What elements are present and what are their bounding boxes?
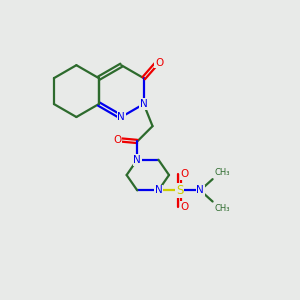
Text: N: N [117, 112, 125, 122]
Text: N: N [140, 99, 148, 109]
Text: CH₃: CH₃ [214, 168, 230, 177]
Text: O: O [113, 135, 122, 145]
Text: CH₃: CH₃ [214, 204, 230, 213]
Text: N: N [154, 185, 162, 195]
Text: O: O [155, 58, 163, 68]
Text: S: S [176, 184, 183, 197]
Text: O: O [181, 169, 189, 179]
Text: N: N [134, 155, 141, 165]
Text: N: N [196, 185, 204, 195]
Text: O: O [181, 202, 189, 212]
